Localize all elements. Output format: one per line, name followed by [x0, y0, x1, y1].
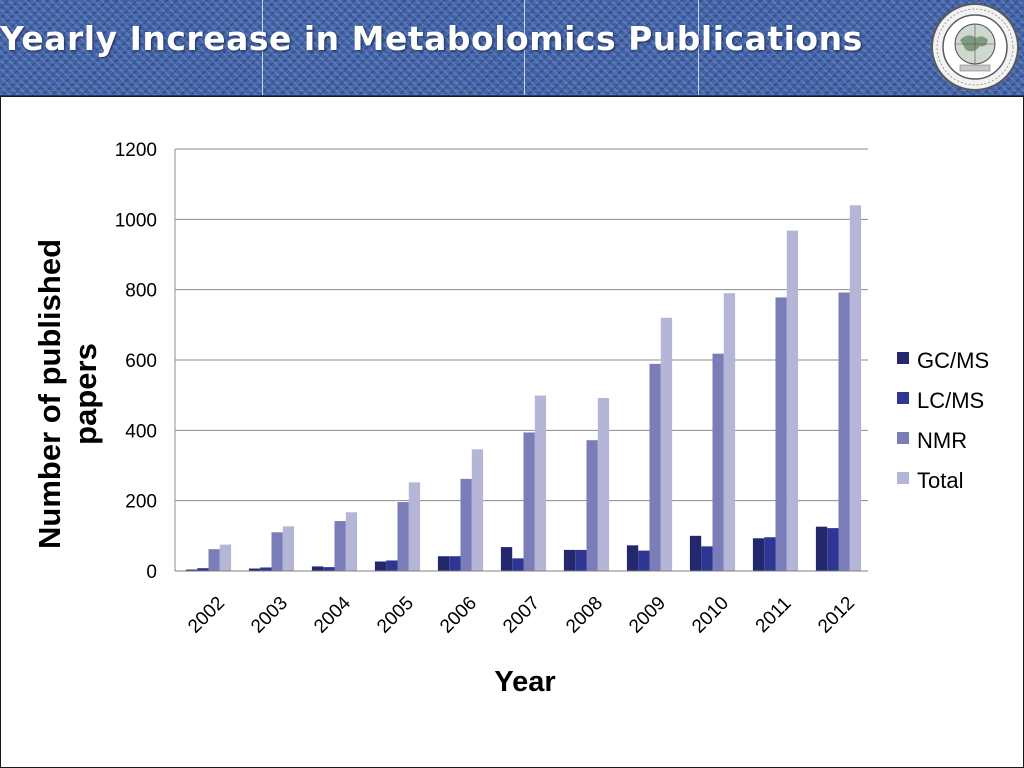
legend-label: GC/MS	[917, 348, 989, 373]
x-tick-label: 2008	[562, 593, 607, 638]
legend-swatch	[897, 352, 909, 364]
bar-gcms	[500, 547, 513, 571]
bar-lcms	[260, 567, 272, 571]
bar-nmr	[271, 532, 283, 571]
bar-gcms	[374, 561, 387, 571]
bar-total	[786, 230, 799, 571]
bar-gcms	[185, 569, 198, 571]
bar-total	[282, 526, 295, 571]
bar-nmr	[397, 502, 409, 571]
x-tick-label: 2011	[752, 593, 796, 637]
x-tick-labels: 2002 2003 2004 2005 2006 2007 2008 2009 2010 2011…	[184, 592, 859, 637]
bar-lcms	[512, 558, 524, 571]
bar-total	[471, 449, 484, 571]
legend-swatch	[897, 392, 909, 404]
header-divider	[262, 0, 263, 95]
bar-gcms	[248, 568, 261, 571]
bar-lcms	[638, 550, 650, 571]
bar-total	[660, 317, 673, 571]
x-tick-label: 2006	[436, 593, 481, 638]
x-tick-label: 2012	[814, 593, 859, 638]
x-tick-label: 2007	[499, 593, 544, 638]
bar-total	[849, 205, 862, 571]
header-divider	[524, 0, 525, 95]
bar-gcms	[752, 538, 765, 571]
header-divider	[698, 0, 699, 95]
y-tick-labels: 0 200 400 600 800 1000 1200	[115, 140, 157, 583]
bar-gcms	[437, 556, 450, 571]
x-tick-label: 2003	[247, 593, 292, 638]
y-tick-label: 400	[125, 421, 157, 442]
y-tick-label: 800	[125, 281, 157, 302]
bars	[185, 205, 862, 571]
bar-total	[408, 482, 421, 571]
x-tick-label: 2010	[688, 593, 733, 638]
slide-header: Yearly Increase in Metabolomics Publicat…	[0, 0, 1024, 97]
legend-swatch	[897, 472, 909, 484]
bar-lcms	[449, 556, 461, 571]
x-tick-label: 2002	[184, 593, 229, 638]
bar-gcms	[626, 545, 639, 571]
bar-gcms	[689, 535, 702, 571]
bar-lcms	[701, 546, 713, 571]
grid-lines	[174, 148, 868, 571]
institution-seal-icon	[931, 3, 1019, 91]
bar-total	[219, 544, 232, 571]
bar-lcms	[764, 537, 776, 571]
bar-nmr	[523, 432, 535, 571]
y-tick-label: 1200	[115, 140, 157, 161]
bar-total	[345, 512, 358, 571]
legend: GC/MS LC/MS NMR Total	[897, 348, 989, 493]
bar-lcms	[323, 567, 335, 571]
x-tick-label: 2004	[310, 592, 355, 637]
bar-total	[597, 397, 610, 571]
y-tick-label: 600	[125, 351, 157, 372]
bar-lcms	[827, 528, 839, 571]
y-tick-label: 200	[125, 492, 157, 513]
bar-nmr	[208, 549, 220, 571]
bar-lcms	[575, 549, 587, 571]
x-axis-title: Year	[494, 666, 555, 698]
bar-total	[534, 395, 547, 571]
legend-label: LC/MS	[917, 388, 984, 413]
bar-gcms	[815, 526, 828, 571]
y-axis-title: Number of publishedpapers	[32, 239, 103, 549]
legend-swatch	[897, 432, 909, 444]
bar-nmr	[649, 363, 661, 571]
bar-total	[723, 293, 736, 571]
x-tick-label: 2009	[625, 593, 670, 638]
bar-nmr	[334, 521, 346, 571]
y-tick-label: 1000	[115, 210, 157, 231]
slide-title: Yearly Increase in Metabolomics Publicat…	[0, 19, 863, 58]
bar-nmr	[712, 353, 724, 571]
bar-lcms	[386, 560, 398, 571]
bar-nmr	[838, 292, 850, 571]
bar-gcms	[563, 549, 576, 571]
bar-nmr	[586, 440, 598, 571]
bar-lcms	[197, 568, 209, 571]
bar-nmr	[460, 478, 472, 571]
x-tick-label: 2005	[373, 593, 418, 638]
legend-label: Total	[917, 468, 963, 493]
y-tick-label: 0	[146, 562, 157, 583]
legend-label: NMR	[917, 428, 967, 453]
bar-gcms	[311, 566, 324, 571]
bar-nmr	[775, 297, 787, 571]
